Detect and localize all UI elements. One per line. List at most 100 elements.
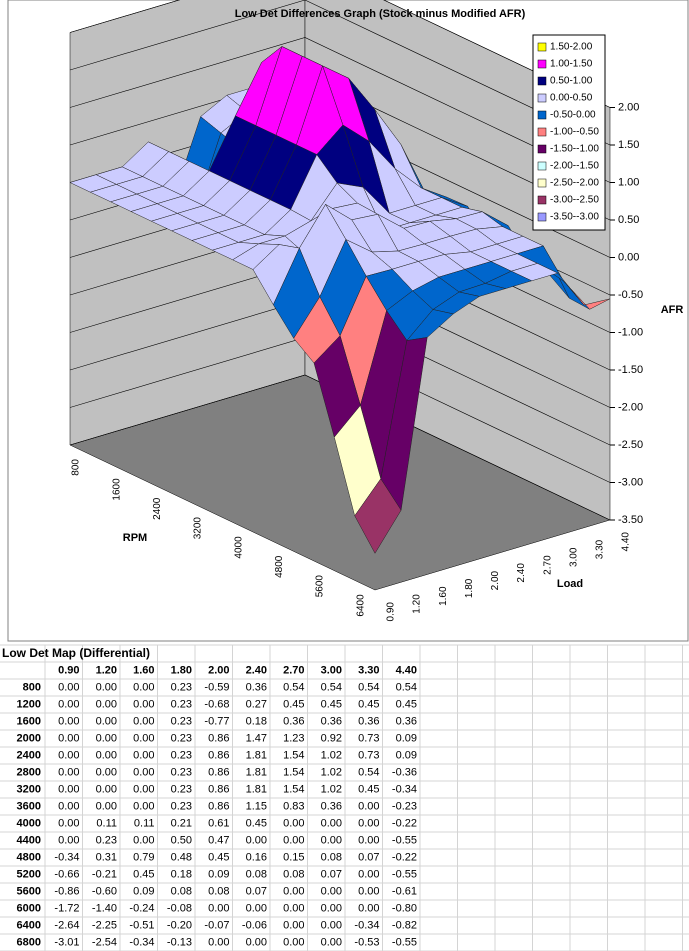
cell-value: 0.09 [396,732,417,744]
cell-value: 0.54 [283,681,304,693]
column-header: 2.00 [208,664,229,676]
cell-value: 0.08 [283,868,304,880]
load-tick-label: 3.30 [595,539,606,559]
cell-value: 0.00 [358,885,379,897]
cell-value: -0.82 [392,919,417,931]
legend-label: -3.00--2.50 [550,195,599,206]
cell-value: 1.02 [321,749,342,761]
cell-value: 0.00 [58,698,79,710]
cell-value: 0.00 [321,817,342,829]
cell-value: -0.61 [392,885,417,897]
cell-value: 0.08 [208,885,229,897]
row-header: 1600 [17,715,41,727]
cell-value: 0.00 [96,766,117,778]
cell-value: -0.34 [54,851,79,863]
cell-value: -0.53 [354,936,379,948]
cell-value: 0.45 [246,817,267,829]
z-tick-label: 0.50 [618,214,639,226]
column-header: 1.20 [96,664,117,676]
load-tick-label: 4.40 [621,532,632,552]
rpm-tick-label: 1600 [111,478,122,501]
cell-value: 0.00 [246,936,267,948]
legend-label: 1.00-1.50 [550,59,593,70]
cell-value: -0.59 [204,681,229,693]
cell-value: 0.45 [358,698,379,710]
cell-value: 0.92 [321,732,342,744]
cell-value: -1.72 [54,902,79,914]
cell-value: 1.81 [246,783,267,795]
cell-value: 0.00 [358,834,379,846]
rpm-tick-label: 3200 [193,517,204,540]
cell-value: 1.81 [246,749,267,761]
column-header: 2.70 [283,664,304,676]
cell-value: 0.54 [358,681,379,693]
rpm-tick-label: 4000 [233,536,244,559]
axis-title: Load [557,578,583,590]
cell-value: 0.27 [246,698,267,710]
rpm-tick-label: 6400 [355,594,366,617]
z-tick-label: -1.50 [618,364,643,376]
cell-value: 0.86 [208,800,229,812]
row-header: 2400 [17,749,41,761]
cell-value: 0.54 [358,766,379,778]
cell-value: 0.23 [171,715,192,727]
cell-value: 0.23 [96,834,117,846]
cell-value: 0.83 [283,800,304,812]
cell-value: -2.54 [92,936,117,948]
cell-value: 0.08 [246,868,267,880]
cell-value: -3.01 [54,936,79,948]
row-header: 5200 [17,868,41,880]
row-header: 3200 [17,783,41,795]
cell-value: 0.00 [96,698,117,710]
cell-value: 0.00 [283,834,304,846]
cell-value: 0.45 [358,783,379,795]
legend-swatch [537,144,547,154]
column-header: 2.40 [246,664,267,676]
cell-value: 0.00 [283,885,304,897]
spreadsheet: 0.90 1.20 1.60 1.80 2.00 2.40 2.70 3.00 3.30 4.40… [0,644,689,951]
cell-value: 0.00 [96,681,117,693]
cell-value: 1.02 [321,783,342,795]
cell-value: 0.15 [283,851,304,863]
cell-value: -0.34 [354,919,379,931]
legend-swatch [537,76,547,86]
cell-value: -0.34 [129,936,154,948]
cell-value: -0.24 [129,902,154,914]
cell-value: 0.45 [321,698,342,710]
row-header: 2000 [17,732,41,744]
cell-value: 0.47 [208,834,229,846]
cell-value: -0.20 [167,919,192,931]
cell-value: 0.00 [58,732,79,744]
z-tick-label: -1.00 [618,326,643,338]
row-header: 1200 [17,698,41,710]
cell-value: 1.47 [246,732,267,744]
sheet-title: Low Det Map (Differential) [2,646,150,660]
load-tick-label: 0.90 [386,602,397,622]
cell-value: -0.55 [392,936,417,948]
cell-value: 0.11 [134,817,155,829]
cell-value: 0.18 [246,715,267,727]
cell-value: -0.13 [167,936,192,948]
legend-label: -2.00--1.50 [550,161,599,172]
cell-value: 0.08 [321,851,342,863]
cell-value: 0.45 [396,698,417,710]
legend-label: 1.50-2.00 [550,42,593,53]
row-header: 5600 [17,885,41,897]
legend-swatch [537,110,547,120]
rpm-tick-label: 5600 [315,575,326,598]
cell-value: -0.66 [54,868,79,880]
cell-value: 1.54 [283,783,304,795]
legend-label: -2.50--2.00 [550,178,599,189]
axis-title: RPM [123,532,147,544]
row-header: 4400 [17,834,41,846]
cell-value: 0.23 [171,698,192,710]
cell-value: 0.00 [208,936,229,948]
cell-value: -0.55 [392,868,417,880]
cell-value: 0.00 [133,834,154,846]
cell-value: 0.00 [96,800,117,812]
column-header: 1.60 [133,664,154,676]
legend-label: -3.50--3.00 [550,212,599,223]
surface-patch [354,478,402,554]
